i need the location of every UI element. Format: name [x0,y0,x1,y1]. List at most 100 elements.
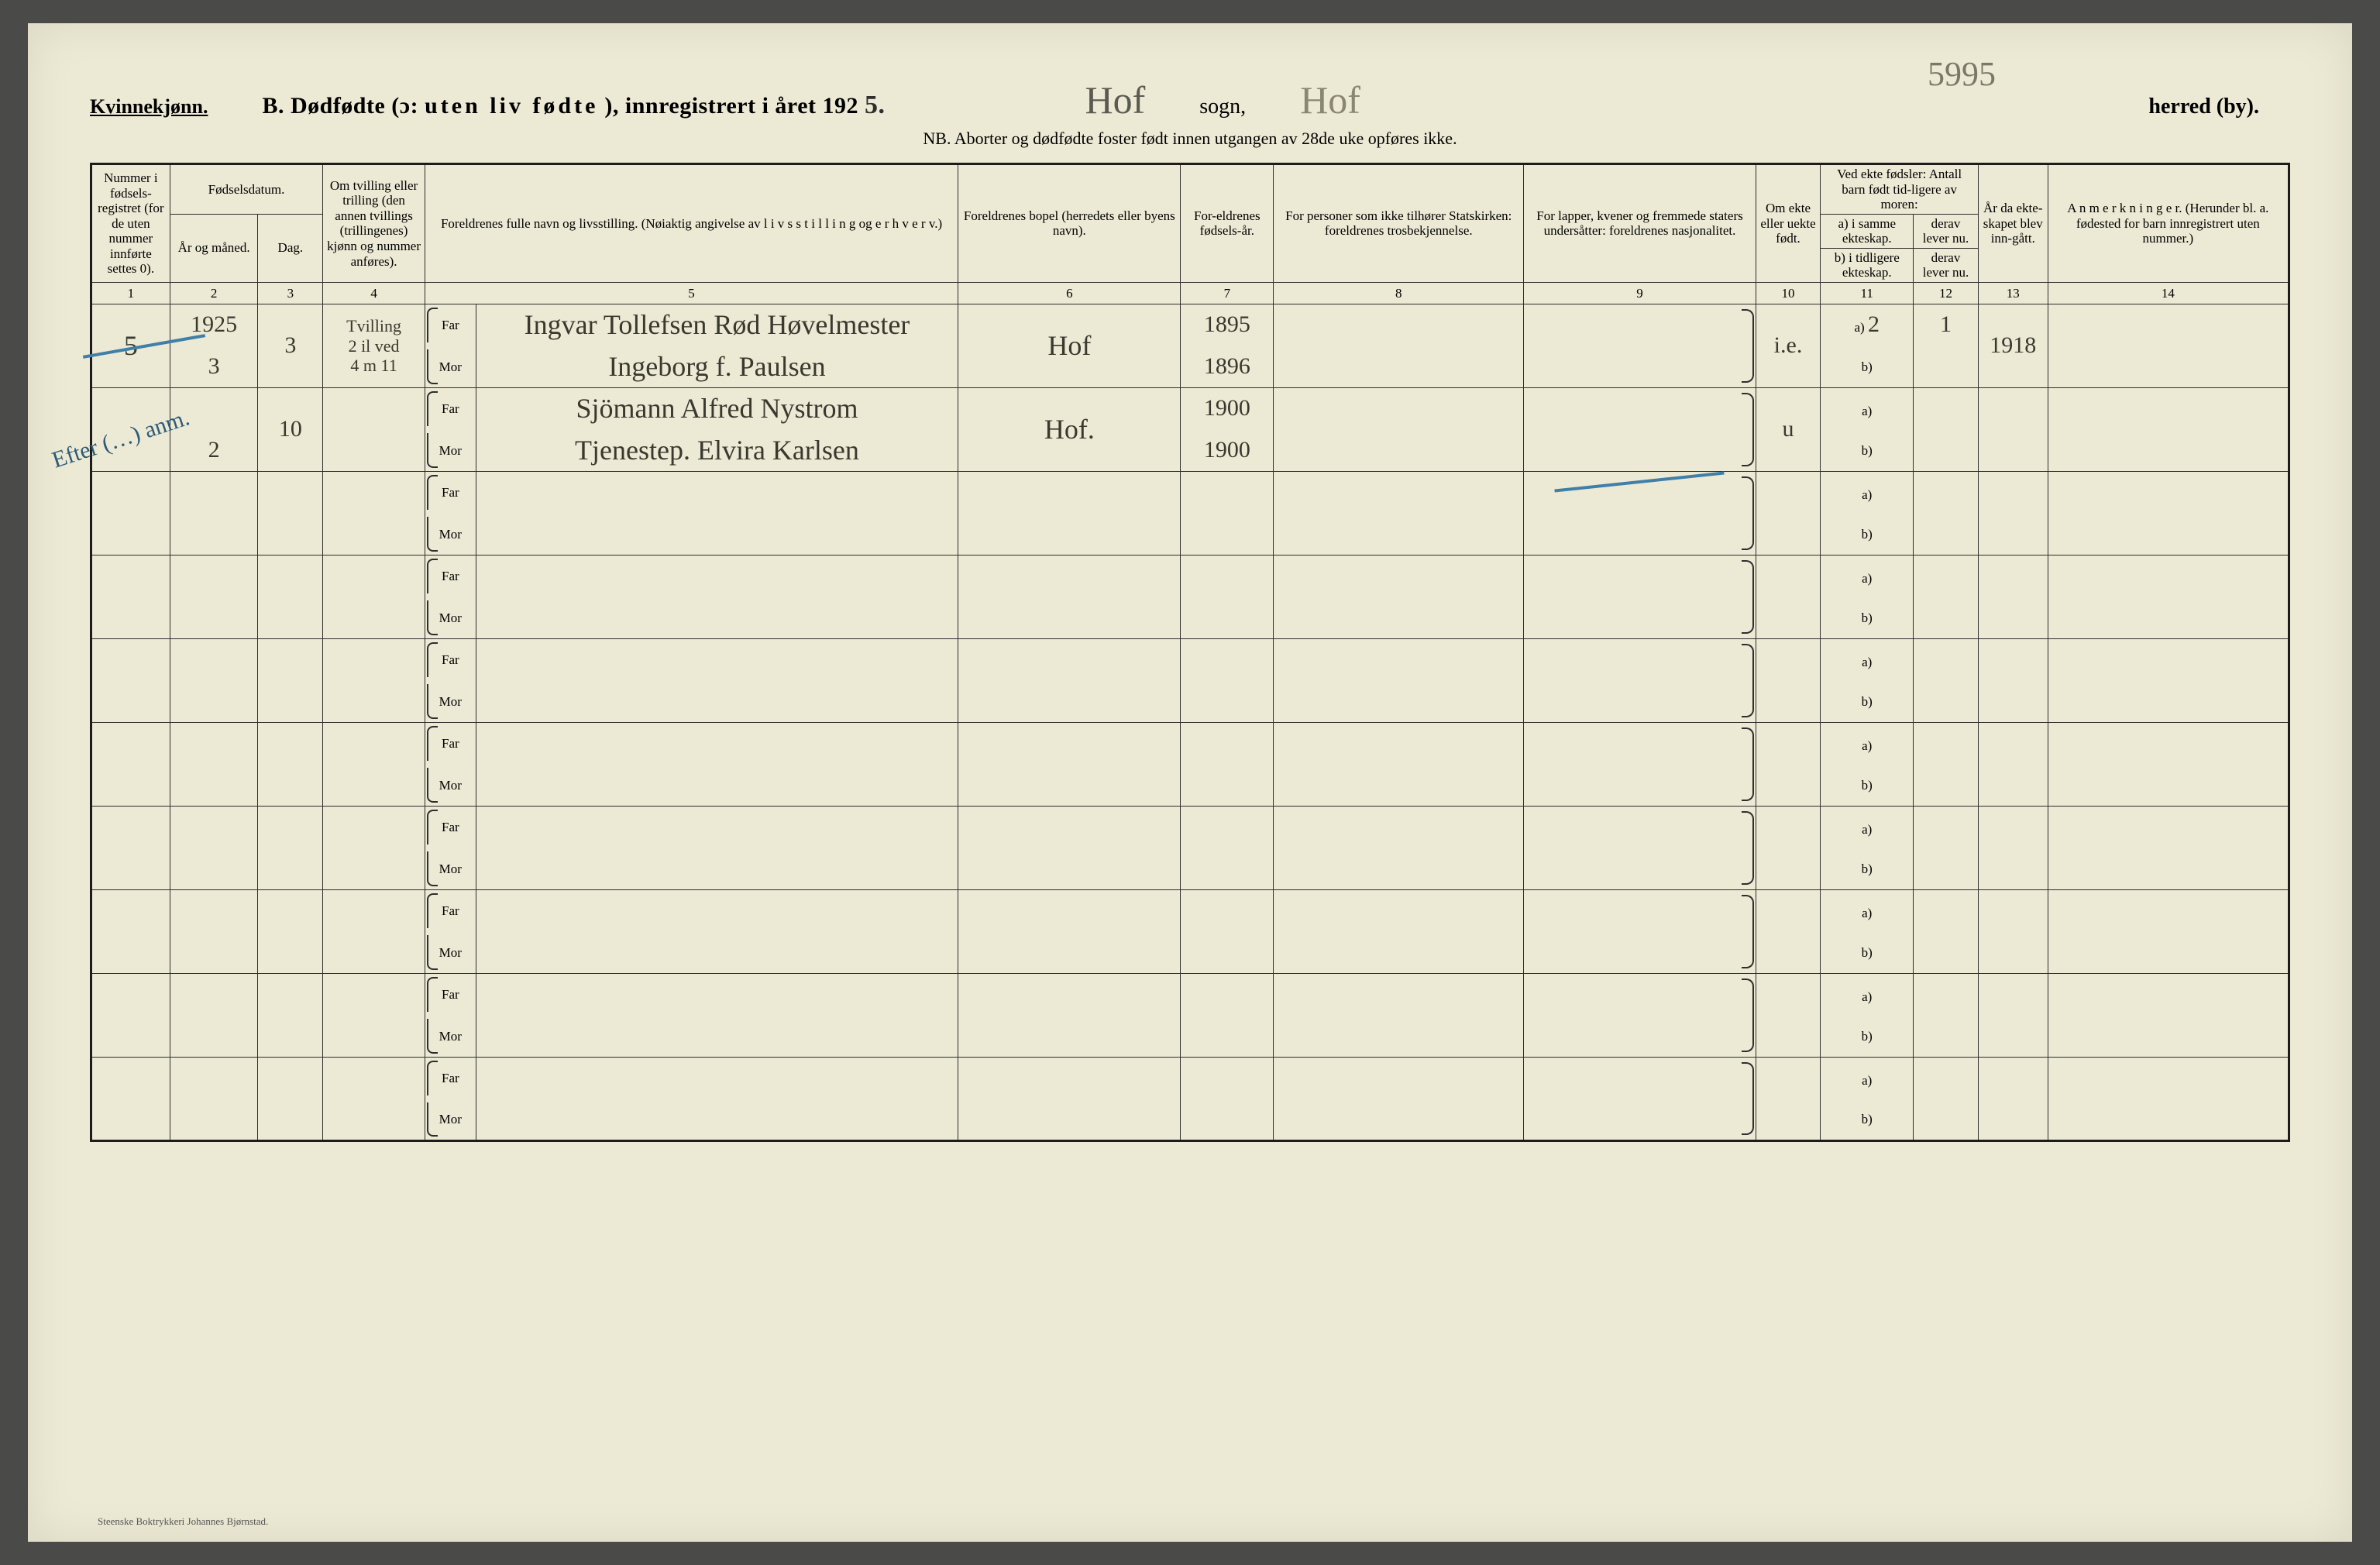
cell-month [170,848,258,889]
cell-11b: b) [1821,513,1914,555]
cell-far-year: 1900 [1181,387,1274,429]
cell-day [258,722,323,806]
cell-far-name [476,973,958,1015]
cell-number [91,722,170,806]
cell-12b [1914,597,1979,638]
label-mor: Mor [425,680,476,722]
label-far: Far [425,638,476,680]
cell-mor-name: Ingeborg f. Paulsen [476,346,958,387]
title-suffix: ), innregistrert i året 192 [604,93,858,119]
label-mor: Mor [425,429,476,471]
topright-scribble: 5995 [1928,54,1996,94]
cell-11b: b) [1821,1015,1914,1057]
cell-12b [1914,680,1979,722]
cell-bopel [958,471,1181,555]
cell-mor-year [1181,931,1274,973]
cell-far-year [1181,806,1274,848]
table-row: Fara) [91,889,2289,931]
colnum: 13 [1978,282,2048,304]
cell-mor-year [1181,597,1274,638]
col-8-header: For personer som ikke tilhører Statskirk… [1274,164,1524,283]
printer-footer: Steenske Boktrykkeri Johannes Bjørnstad. [98,1515,268,1528]
cell-ekte [1756,973,1821,1057]
cell-number [91,889,170,973]
cell-far-year: 1895 [1181,304,1274,346]
cell-twin [323,806,425,889]
cell-far-year [1181,1057,1274,1099]
cell-twin [323,638,425,722]
cell-year [170,722,258,764]
title-spaced: uten liv fødte [425,93,598,119]
cell-mor-name [476,513,958,555]
cell-ekte [1756,471,1821,555]
cell-bopel [958,889,1181,973]
table-row: 10FarSjömann Alfred NystromHof.1900ua) [91,387,2289,429]
cell-12b [1914,931,1979,973]
cell-bopel [958,638,1181,722]
cell-anm [2048,304,2289,387]
cell-ekteskap-year [1978,1057,2048,1140]
cell-month [170,764,258,806]
cell-far-year [1181,889,1274,931]
label-mor: Mor [425,764,476,806]
cell-12b [1914,429,1979,471]
cell-month [170,597,258,638]
col-10-header: Om ekte eller uekte født. [1756,164,1821,283]
cell-mor-name [476,764,958,806]
col-5-header: Foreldrenes fulle navn og livsstilling. … [425,164,958,283]
colnum: 4 [323,282,425,304]
col-6-header: Foreldrenes bopel (herredets eller byens… [958,164,1181,283]
herred-label: herred (by). [2148,95,2259,119]
cell-twin [323,555,425,638]
cell-mor-name [476,848,958,889]
cell-nasj [1524,304,1756,387]
cell-year [170,973,258,1015]
cell-11a: a) 2 [1821,304,1914,346]
colnum: 14 [2048,282,2289,304]
col-11a-header: a) i samme ekteskap. [1821,214,1914,248]
cell-far-name: Ingvar Tollefsen Rød Høvelmester [476,304,958,346]
table-row: Fara) [91,806,2289,848]
cell-tros [1274,555,1524,638]
form-title: B. Dødfødte (ɔ: uten liv fødte ), innreg… [262,91,891,120]
table-row: 519253Tvilling2 il ved4 m 11FarIngvar To… [91,304,2289,346]
cell-twin [323,973,425,1057]
label-far: Far [425,304,476,346]
cell-11a: a) [1821,387,1914,429]
cell-11b: b) [1821,931,1914,973]
label-mor: Mor [425,1015,476,1057]
cell-12a [1914,555,1979,597]
cell-12a [1914,638,1979,680]
label-far: Far [425,889,476,931]
cell-far-name: Sjömann Alfred Nystrom [476,387,958,429]
colnum: 9 [1524,282,1756,304]
cell-year [170,555,258,597]
cell-11b: b) [1821,429,1914,471]
cell-bopel: Hof. [958,387,1181,471]
label-far: Far [425,806,476,848]
gender-label: Kvinnekjønn. [90,95,208,119]
cell-twin [323,387,425,471]
cell-12b [1914,346,1979,387]
cell-12a [1914,1057,1979,1099]
colnum: 8 [1274,282,1524,304]
cell-number [91,471,170,555]
cell-ekteskap-year [1978,722,2048,806]
cell-twin [323,722,425,806]
header-row: Kvinnekjønn. B. Dødfødte (ɔ: uten liv fø… [90,77,2290,122]
cell-nasj [1524,722,1756,806]
cell-nasj [1524,889,1756,973]
label-far: Far [425,722,476,764]
col-12b-header: derav lever nu. [1914,248,1979,282]
cell-number [91,1057,170,1140]
label-mor: Mor [425,346,476,387]
cell-mor-year [1181,848,1274,889]
document-page: Kvinnekjønn. B. Dødfødte (ɔ: uten liv fø… [28,23,2352,1542]
cell-11b: b) [1821,1099,1914,1140]
label-mor: Mor [425,597,476,638]
col-13-header: År da ekte-skapet blev inn-gått. [1978,164,2048,283]
cell-year [170,638,258,680]
label-mor: Mor [425,513,476,555]
col-11-group-header: Ved ekte fødsler: Antall barn født tid-l… [1821,164,1978,215]
label-mor: Mor [425,931,476,973]
